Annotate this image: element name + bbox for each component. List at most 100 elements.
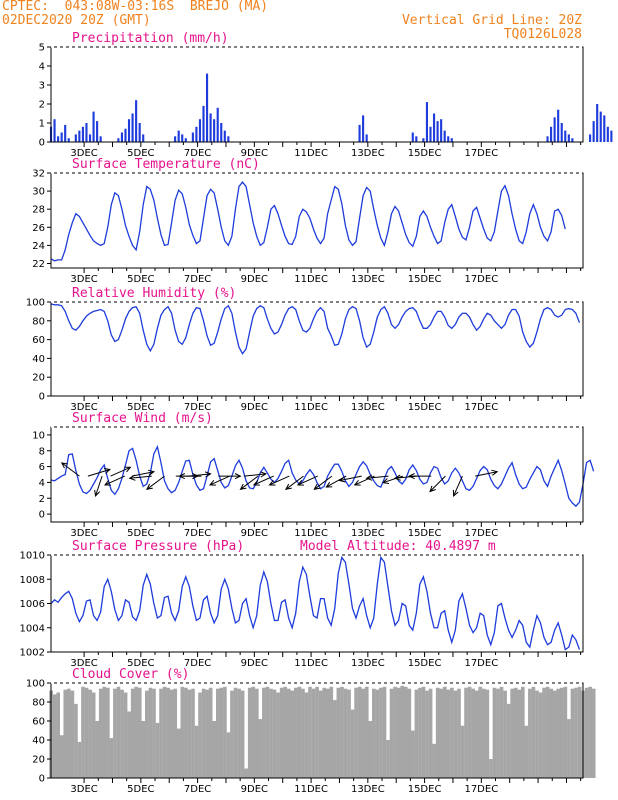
wind-vector (128, 474, 152, 481)
cloud-bar (439, 688, 444, 778)
cloud-bar (155, 722, 160, 778)
cloud-bar (577, 686, 582, 778)
cloud-bar (428, 688, 433, 778)
precip-bar (202, 105, 205, 142)
cloud-bar (180, 686, 185, 778)
rh-xtick-label: 3DEC (70, 402, 97, 413)
cloud-bar (169, 689, 174, 778)
precip-bar (142, 134, 145, 142)
cloud-bar (226, 732, 231, 778)
pressure-title: Surface Pressure (hPa) (72, 539, 244, 554)
cloud-bar (400, 685, 405, 778)
wind-vector (178, 473, 202, 480)
wind-ytick-label: 6 (39, 462, 45, 473)
precip-bar (443, 130, 446, 142)
wind-ytick-label: 4 (39, 478, 45, 489)
cloud-bar (478, 686, 483, 778)
cloud-ytick-label: 40 (32, 736, 45, 747)
cloud-bar (130, 688, 135, 778)
cloud-bar (350, 709, 355, 778)
cloud-bar (382, 686, 387, 778)
cloud-bar (372, 688, 376, 778)
rh-xtick-label: 17DEC (464, 402, 498, 413)
cloud-bar (67, 688, 71, 778)
temp-xtick-label: 15DEC (408, 274, 442, 285)
cloud-xtick-label: 9DEC (241, 784, 268, 795)
cloud-bar (120, 689, 124, 778)
cloud-bar (325, 688, 330, 778)
cloud-bar (517, 689, 522, 778)
pressure-ytick-label: 1006 (20, 599, 45, 610)
rh-xtick-label: 5DEC (127, 402, 154, 413)
precip-bar (603, 115, 606, 142)
cloud-bar (88, 689, 92, 778)
cloud-bar (567, 719, 571, 778)
rh-frame (50, 301, 584, 397)
wind-vector (110, 466, 132, 477)
temp-xtick-label: 11DEC (294, 274, 328, 285)
cloud-bar (520, 686, 525, 778)
cloud-bar (134, 686, 139, 778)
cloud-bar (535, 690, 539, 778)
precip-ytick-label: 0 (39, 138, 45, 149)
rh-ytick-label: 60 (32, 335, 45, 346)
wind-ytick-label: 10 (32, 430, 45, 441)
rh-ytick-label: 20 (32, 373, 45, 384)
precip-bar (550, 126, 553, 142)
cloud-bar (442, 686, 447, 778)
wind-xtick-label: 13DEC (351, 528, 385, 539)
temp-series-line (50, 180, 566, 262)
pressure-panel: 1002 1004 1006 1008 1010 3DEC 5DEC 7DEC 9DEC 11DE… (20, 539, 584, 669)
pressure-xtick-label: 15DEC (408, 658, 442, 669)
cloud-bar (240, 690, 245, 778)
cloud-bar (460, 725, 465, 778)
cloud-bar (283, 686, 287, 778)
precip-bar (96, 121, 99, 142)
wind-xtick-label: 17DEC (464, 528, 498, 539)
cloud-bar (230, 690, 234, 778)
wind-vector (60, 462, 80, 477)
wind-xtick-label: 5DEC (127, 528, 154, 539)
cloud-bar (379, 687, 383, 778)
wind-series-line (50, 444, 595, 508)
cloud-bar (446, 689, 451, 778)
precip-bar (177, 130, 180, 142)
wind-vector (131, 469, 156, 477)
cloud-bar (265, 686, 270, 778)
precip-bar (610, 130, 613, 142)
cloud-bar (542, 687, 546, 778)
cloud-bar (81, 686, 85, 778)
precip-bar (81, 126, 84, 142)
cloud-bar (194, 725, 199, 778)
precip-bar (117, 138, 120, 142)
pressure-annotation: Model Altitude: 40.4897 m (300, 539, 496, 554)
wind-vector (338, 475, 362, 483)
precip-bar (138, 123, 141, 142)
cloud-bar (77, 741, 82, 778)
cloud-bar (109, 738, 114, 778)
cloud-xtick-label: 15DEC (408, 784, 442, 795)
cloud-bar (127, 711, 131, 778)
cloud-bar (84, 687, 89, 778)
cloud-bar (396, 687, 401, 778)
precip-bar (220, 123, 223, 142)
precip-bar (450, 138, 453, 142)
cloud-bar (152, 688, 156, 778)
precip-bar (216, 107, 219, 142)
cloud-bar (471, 688, 475, 778)
precip-xtick-label: 11DEC (294, 148, 328, 159)
cloud-title: Cloud Cover (%) (72, 667, 189, 682)
precip-bar (88, 134, 92, 142)
wind-xtick-label: 9DEC (241, 528, 268, 539)
cloud-bar (574, 687, 578, 778)
cloud-bar (393, 686, 397, 778)
precip-bar (546, 136, 549, 142)
cloud-bar (336, 687, 341, 778)
cloud-bar (70, 690, 75, 778)
wind-vector (381, 475, 403, 484)
temp-ytick-label: 28 (32, 205, 45, 216)
temp-ytick-label: 24 (32, 241, 45, 252)
temp-title: Surface Temperature (nC) (72, 157, 260, 172)
precip-ytick-label: 3 (39, 81, 45, 92)
